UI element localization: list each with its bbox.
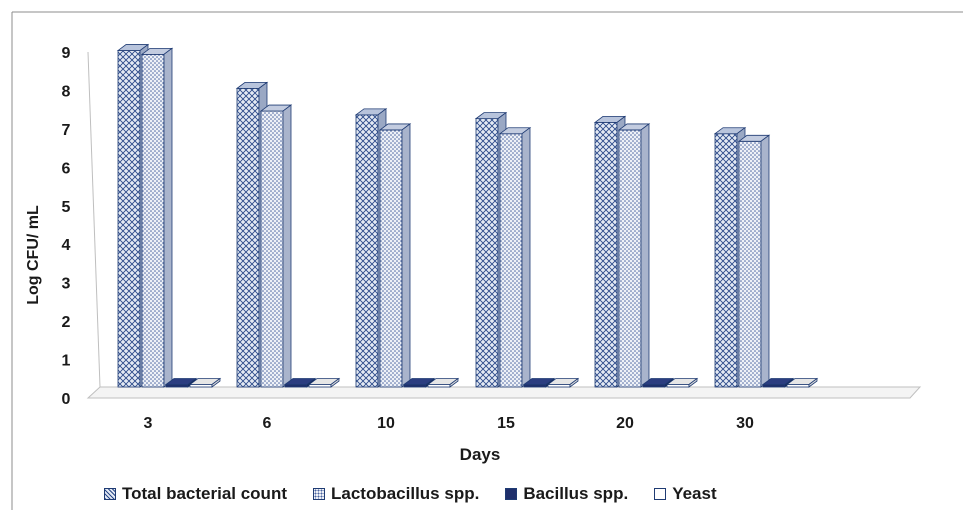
bar-front xyxy=(594,122,618,388)
y-tick-label: 8 xyxy=(62,83,71,100)
bar-front xyxy=(355,114,379,388)
y-axis-line xyxy=(87,51,101,388)
bar-front xyxy=(236,87,260,388)
bar-front xyxy=(379,129,403,388)
bar-lactobacillus-spp--day-30 xyxy=(737,134,771,388)
bar-front xyxy=(738,140,762,388)
bar-side xyxy=(282,104,292,388)
y-tick-label: 6 xyxy=(62,160,71,177)
bar-lactobacillus-spp--day-3 xyxy=(140,47,174,388)
bar-side xyxy=(760,134,770,388)
bar-bacillus-spp--day-15 xyxy=(522,377,556,388)
legend-swatch-dots xyxy=(313,488,325,500)
legend-label: Yeast xyxy=(672,484,717,503)
legend-swatch-solid xyxy=(505,488,518,500)
x-axis-label: Days xyxy=(460,445,501,464)
bar-yeast-day-20 xyxy=(665,377,699,388)
bar-bacillus-spp--day-30 xyxy=(761,377,795,388)
y-tick-label: 4 xyxy=(62,237,71,254)
bar-front xyxy=(475,118,499,388)
bar-yeast-day-15 xyxy=(546,377,580,388)
bar-side xyxy=(808,377,818,388)
x-tick-label: 30 xyxy=(736,415,754,432)
bar-side xyxy=(401,123,411,388)
y-tick-label: 9 xyxy=(62,45,71,62)
bar-yeast-day-3 xyxy=(188,377,222,388)
bar-side xyxy=(640,123,650,388)
bar-yeast-day-10 xyxy=(426,377,460,388)
bar-side xyxy=(569,377,579,388)
bar-lactobacillus-spp--day-10 xyxy=(378,123,412,388)
bar-front xyxy=(714,133,738,388)
legend-item-yeast: Yeast xyxy=(654,484,717,504)
y-tick-label: 3 xyxy=(62,276,71,293)
legend-item-lactobacillus: Lactobacillus spp. xyxy=(313,484,479,504)
bar-side xyxy=(211,377,221,388)
bar-yeast-day-30 xyxy=(785,377,819,388)
x-tick-label: 15 xyxy=(497,415,515,432)
bar-front xyxy=(499,133,523,388)
y-axis-label: Log CFU/ mL xyxy=(25,205,42,305)
bar-side xyxy=(688,377,698,388)
chart-floor xyxy=(86,386,922,399)
x-tick-label: 10 xyxy=(377,415,395,432)
bar-yeast-day-6 xyxy=(307,377,341,388)
bar-front xyxy=(618,129,642,388)
bar-lactobacillus-spp--day-15 xyxy=(498,126,532,388)
y-tick-label: 2 xyxy=(62,314,71,331)
y-tick-label: 7 xyxy=(62,122,71,139)
bar-side xyxy=(521,126,531,388)
legend-label: Lactobacillus spp. xyxy=(331,484,480,503)
x-tick-label: 20 xyxy=(616,415,634,432)
y-tick-label: 5 xyxy=(62,199,71,216)
y-tick-label: 1 xyxy=(62,353,71,370)
x-tick-label: 6 xyxy=(263,415,272,432)
legend-swatch-empty xyxy=(654,488,667,500)
x-tick-label: 3 xyxy=(144,415,153,432)
bar-side xyxy=(330,377,340,388)
legend-swatch-crosshatch xyxy=(104,488,116,500)
legend-label: Bacillus spp. xyxy=(523,484,629,503)
legend-item-bacillus: Bacillus spp. xyxy=(505,484,628,504)
bar-lactobacillus-spp--day-6 xyxy=(259,104,293,388)
bar-front xyxy=(260,110,284,388)
bar-front xyxy=(141,53,165,388)
legend-item-total-bacterial-count: Total bacterial count xyxy=(104,484,287,504)
bar-side xyxy=(163,47,173,388)
bar-lactobacillus-spp--day-20 xyxy=(617,123,651,388)
y-tick-label: 0 xyxy=(62,391,71,408)
bar-front xyxy=(117,50,141,388)
legend-label: Total bacterial count xyxy=(122,484,287,503)
bar-side xyxy=(449,377,459,388)
legend: Total bacterial count Lactobacillus spp.… xyxy=(104,483,743,505)
